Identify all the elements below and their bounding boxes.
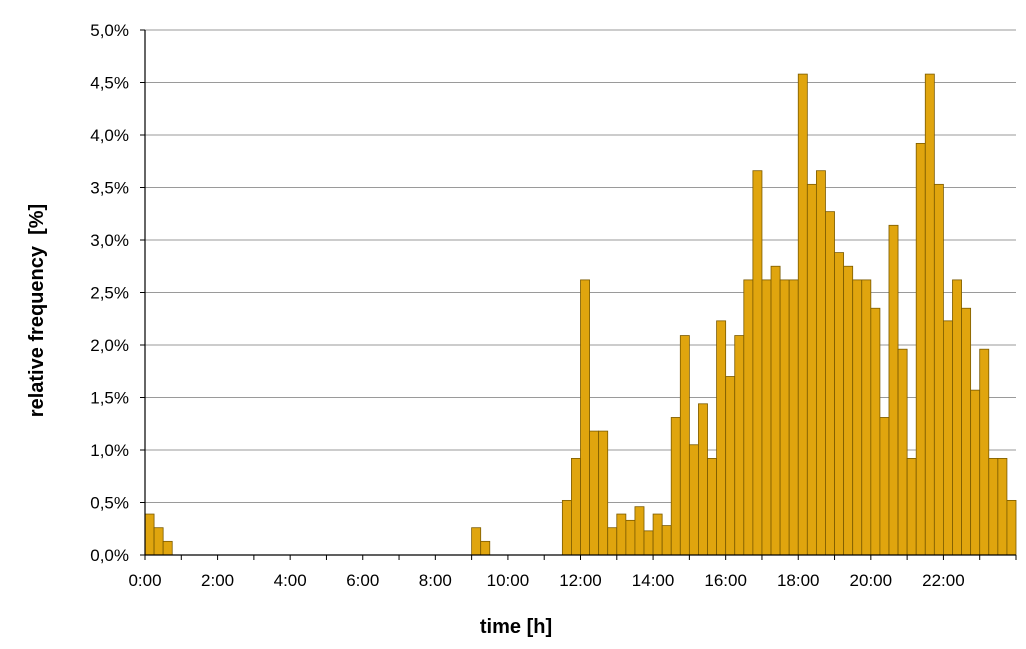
histogram-bar <box>580 279 590 556</box>
histogram-bar <box>1006 499 1017 556</box>
histogram-bar <box>743 279 754 556</box>
histogram-bar <box>153 527 164 556</box>
histogram-bar <box>607 527 618 556</box>
x-tick-label: 8:00 <box>419 571 452 590</box>
x-tick-label: 12:00 <box>559 571 602 590</box>
histogram-bar <box>707 457 717 556</box>
y-tick-label: 5,0% <box>90 21 129 40</box>
histogram-bar <box>480 540 491 556</box>
x-tick-label: 14:00 <box>632 571 675 590</box>
histogram-bar <box>716 320 727 556</box>
histogram-bar <box>861 279 872 556</box>
histogram-bar <box>752 170 763 556</box>
histogram-bar <box>779 279 790 556</box>
y-tick-label: 1,0% <box>90 441 129 460</box>
histogram-bar <box>625 519 636 556</box>
histogram-bar <box>761 279 772 556</box>
histogram-bar <box>924 73 935 556</box>
histogram-bar <box>988 457 999 556</box>
histogram-bar <box>598 430 609 556</box>
y-tick-label: 0,0% <box>90 546 129 565</box>
histogram-bar <box>643 530 654 556</box>
x-axis-title: time [h] <box>480 616 552 638</box>
x-tick-label: 4:00 <box>274 571 307 590</box>
histogram-bar <box>961 307 972 556</box>
y-tick-label: 3,5% <box>90 179 129 198</box>
histogram-bar <box>897 348 908 556</box>
histogram-bar <box>616 513 627 556</box>
y-tick-label: 4,5% <box>90 74 129 93</box>
x-tick-label: 2:00 <box>201 571 234 590</box>
y-tick-label: 3,0% <box>90 231 129 250</box>
histogram-bar <box>979 348 990 556</box>
histogram-bar <box>952 279 962 556</box>
histogram-bar <box>634 506 645 556</box>
histogram-bar <box>997 457 1008 556</box>
histogram-bar <box>652 513 663 556</box>
bars <box>144 73 1017 556</box>
histogram-bar <box>162 540 173 556</box>
histogram-bar <box>561 499 572 556</box>
histogram-bar <box>879 417 890 556</box>
histogram-bar <box>888 224 899 556</box>
x-tick-label: 20:00 <box>850 571 893 590</box>
x-tick-labels: 0:00 2:00 4:00 6:00 8:00 10:00 12:00 14:00 16:00… <box>128 555 1017 590</box>
x-tick-label: 18:00 <box>777 571 820 590</box>
x-tick-label: 0:00 <box>128 571 161 590</box>
y-tick-label: 0,5% <box>90 494 129 513</box>
y-axis-title: relative frequency [%] <box>26 204 48 417</box>
histogram-bar <box>725 376 736 556</box>
histogram-bar <box>870 307 881 556</box>
histogram-bar <box>834 252 845 556</box>
histogram-bar <box>788 279 799 556</box>
y-tick-label: 1,5% <box>90 389 129 408</box>
histogram-bar <box>589 430 600 556</box>
histogram-bar <box>933 183 944 556</box>
x-tick-label: 22:00 <box>922 571 965 590</box>
histogram-bar <box>471 527 482 556</box>
histogram-bar <box>806 183 817 556</box>
histogram-bar <box>825 211 835 556</box>
histogram-bar <box>943 320 953 556</box>
y-tick-label: 4,0% <box>90 126 129 145</box>
histogram-bar <box>906 457 917 556</box>
histogram-bar <box>970 389 981 556</box>
histogram-bar <box>815 170 826 556</box>
histogram-bar <box>661 525 672 556</box>
histogram-bar <box>915 142 926 556</box>
histogram-bar <box>144 513 155 556</box>
histogram-bar <box>670 417 681 556</box>
histogram-bar <box>770 265 781 556</box>
histogram-bar <box>852 279 863 556</box>
histogram-bar <box>797 73 808 556</box>
histogram-bar <box>679 335 690 556</box>
x-tick-label: 16:00 <box>704 571 747 590</box>
histogram-bar <box>688 444 699 556</box>
histogram-bar <box>571 457 581 556</box>
histogram-bar <box>734 335 745 556</box>
x-tick-label: 10:00 <box>487 571 530 590</box>
histogram-bar <box>843 265 854 556</box>
y-tick-labels: 0,0% 0,5% 1,0% 1,5% 2,0% 2,5% 3,0% 3,5% 4,0% 4,5%… <box>90 21 145 565</box>
y-tick-label: 2,5% <box>90 284 129 303</box>
y-tick-label: 2,0% <box>90 336 129 355</box>
x-tick-label: 6:00 <box>346 571 379 590</box>
histogram-bar <box>698 403 708 556</box>
